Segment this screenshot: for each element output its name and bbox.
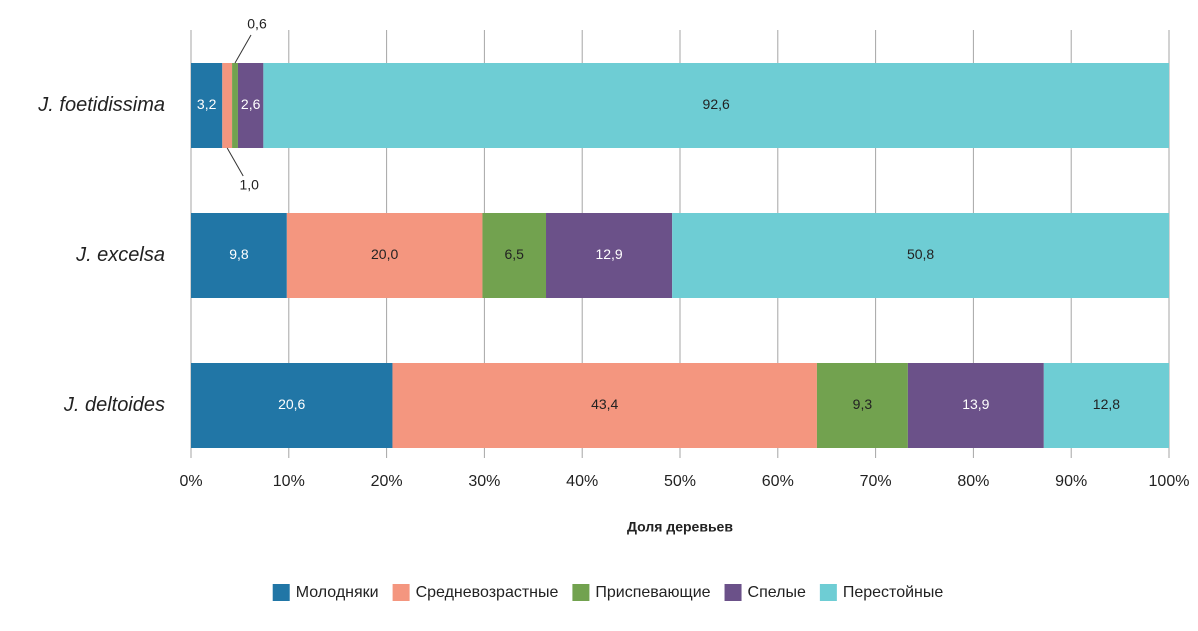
legend-swatch xyxy=(819,584,837,601)
x-tick-label: 0% xyxy=(179,473,202,490)
data-label: 9,3 xyxy=(853,396,873,412)
data-label: 3,2 xyxy=(197,96,217,112)
x-tick-label: 60% xyxy=(762,473,794,490)
legend-swatch xyxy=(724,584,742,601)
data-label: 2,6 xyxy=(241,96,261,112)
x-tick-label: 50% xyxy=(664,473,696,490)
y-tick-label: J. excelsa xyxy=(75,244,165,266)
data-label: 13,9 xyxy=(962,396,989,412)
x-tick-label: 100% xyxy=(1149,473,1190,490)
x-tick-label: 40% xyxy=(566,473,598,490)
data-label: 1,0 xyxy=(239,177,259,193)
data-label: 12,8 xyxy=(1093,396,1120,412)
x-axis-label: Доля деревьев xyxy=(627,519,733,535)
data-label: 0,6 xyxy=(247,16,267,32)
x-tick-label: 10% xyxy=(273,473,305,490)
bar-segment xyxy=(237,63,264,148)
legend-swatch xyxy=(572,584,590,601)
bar-segment xyxy=(546,213,673,298)
data-label: 50,8 xyxy=(907,246,934,262)
bar-segment xyxy=(191,63,223,148)
bar-segment xyxy=(286,213,483,298)
x-tick-label: 20% xyxy=(371,473,403,490)
x-tick-label: 70% xyxy=(860,473,892,490)
bar-segment xyxy=(222,63,233,148)
bar-segment xyxy=(263,63,1169,148)
bar-segment xyxy=(191,363,393,448)
x-tick-label: 90% xyxy=(1055,473,1087,490)
leader-line xyxy=(234,34,252,64)
bar-segment xyxy=(672,213,1169,298)
bar-segment xyxy=(482,213,547,298)
data-label: 6,5 xyxy=(504,246,524,262)
data-label: 12,9 xyxy=(595,246,622,262)
y-tick-label: J. foetidissima xyxy=(37,94,165,116)
legend-label: Средневозрастные xyxy=(416,584,559,601)
legend-label: Молодняки xyxy=(296,584,379,601)
legend-label: Приспевающие xyxy=(595,584,710,601)
x-tick-label: 30% xyxy=(468,473,500,490)
data-label: 20,6 xyxy=(278,396,305,412)
y-tick-label: J. deltoides xyxy=(63,394,165,416)
bar-segment xyxy=(191,213,287,298)
data-label: 20,0 xyxy=(371,246,398,262)
data-label: 43,4 xyxy=(591,396,618,412)
bar-segment xyxy=(232,63,238,148)
bar-segment xyxy=(392,363,817,448)
legend-label: Спелые xyxy=(748,584,806,601)
bar-segment xyxy=(907,363,1044,448)
legend-swatch xyxy=(392,584,410,601)
x-tick-label: 80% xyxy=(957,473,989,490)
data-label: 92,6 xyxy=(703,96,730,112)
legend-label: Перестойные xyxy=(843,584,944,601)
bar-segment xyxy=(816,363,908,448)
data-label: 9,8 xyxy=(229,246,249,262)
legend-swatch xyxy=(272,584,290,601)
bar-segment xyxy=(1043,363,1169,448)
leader-line xyxy=(226,147,244,177)
